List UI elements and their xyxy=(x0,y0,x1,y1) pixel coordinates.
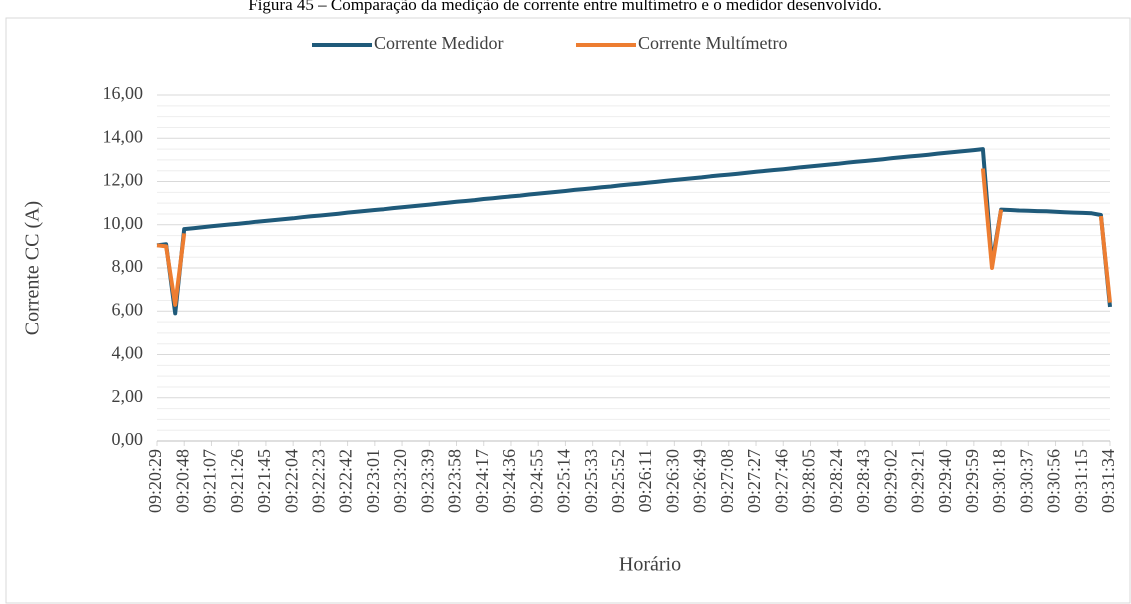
data-line xyxy=(156,168,1112,307)
chart-frame xyxy=(5,17,1131,604)
y-tick-label: 14,00 xyxy=(103,126,144,146)
x-tick-label: 09:24:55 xyxy=(526,449,546,513)
x-tick-label: 09:23:01 xyxy=(363,449,383,513)
x-tick-label: 09:26:11 xyxy=(635,449,655,512)
x-tick-label: 09:28:24 xyxy=(826,449,846,513)
x-tick-label: 09:24:17 xyxy=(472,449,492,513)
legend-label: Corrente Multímetro xyxy=(638,33,787,53)
x-tick-label: 09:22:23 xyxy=(308,449,328,513)
x-tick-label: 09:28:43 xyxy=(853,449,873,513)
x-tick-label: 09:21:07 xyxy=(200,449,220,513)
x-tick-label: 09:29:59 xyxy=(962,449,982,513)
legend-label: Corrente Medidor xyxy=(374,33,503,53)
x-tick-label: 09:31:15 xyxy=(1071,449,1091,513)
x-tick-label: 09:28:05 xyxy=(799,449,819,513)
y-tick-label: 10,00 xyxy=(103,213,144,233)
x-tick-label: 09:23:20 xyxy=(390,449,410,513)
chart-title: Figura 45 – Comparação da medição de cor… xyxy=(248,0,882,14)
x-tick-label: 09:29:40 xyxy=(935,449,955,513)
x-tick-label: 09:27:46 xyxy=(771,449,791,513)
x-tick-label: 09:29:21 xyxy=(908,449,928,513)
x-axis-title: Horário xyxy=(619,554,681,576)
x-tick-label: 09:25:52 xyxy=(608,449,628,513)
x-tick-label: 09:27:27 xyxy=(744,449,764,513)
x-tick-label: 09:29:02 xyxy=(880,449,900,513)
x-tick-label: 09:30:56 xyxy=(1044,449,1064,513)
x-tick-label: 09:20:48 xyxy=(172,449,192,513)
y-tick-label: 4,00 xyxy=(112,343,144,363)
x-tick-label: 09:22:04 xyxy=(281,449,301,513)
x-tick-label: 09:30:18 xyxy=(989,449,1009,513)
x-tick-label: 09:24:36 xyxy=(499,449,519,513)
x-tick-label: 09:26:30 xyxy=(662,449,682,513)
y-tick-label: 8,00 xyxy=(112,256,144,276)
x-tick-label: 09:21:45 xyxy=(254,449,274,513)
x-tick-label: 09:20:29 xyxy=(145,449,165,513)
y-axis-title: Corrente CC (A) xyxy=(22,201,44,335)
x-tick-label: 09:23:58 xyxy=(445,449,465,513)
x-tick-label: 09:23:39 xyxy=(417,449,437,513)
y-tick-label: 16,00 xyxy=(103,83,144,103)
y-tick-label: 2,00 xyxy=(112,386,144,406)
data-line xyxy=(156,147,1112,316)
x-tick-label: 09:30:37 xyxy=(1016,449,1036,513)
x-tick-label: 09:31:34 xyxy=(1098,449,1118,513)
y-tick-label: 0,00 xyxy=(112,429,144,449)
y-tick-label: 12,00 xyxy=(103,170,144,190)
x-tick-label: 09:25:14 xyxy=(554,449,574,513)
x-tick-label: 09:27:08 xyxy=(717,449,737,513)
x-tick-label: 09:21:26 xyxy=(227,449,247,513)
x-tick-label: 09:26:49 xyxy=(690,449,710,513)
y-tick-label: 6,00 xyxy=(112,299,144,319)
x-tick-label: 09:22:42 xyxy=(336,449,356,513)
x-tick-label: 09:25:33 xyxy=(581,449,601,513)
